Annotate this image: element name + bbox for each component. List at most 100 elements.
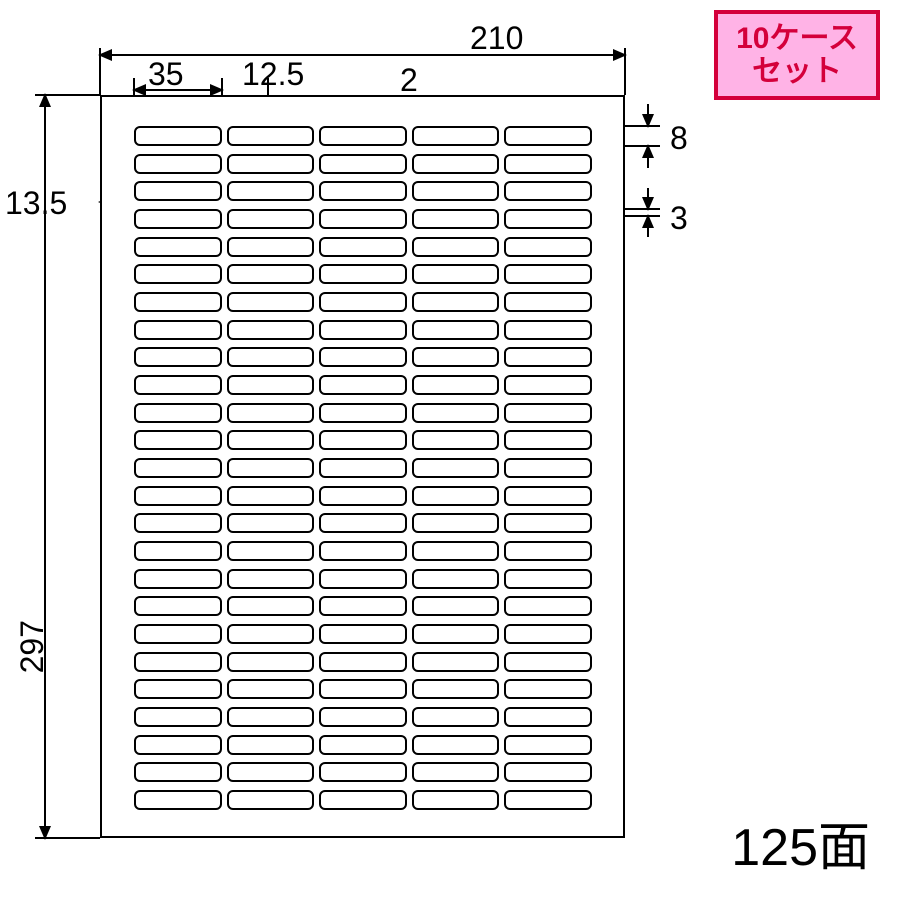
label-cell (504, 403, 592, 423)
label-cell (227, 569, 315, 589)
label-cell (504, 264, 592, 284)
label-cell (319, 679, 407, 699)
diagram-canvas: 10ケース セット (0, 0, 900, 900)
label-grid (134, 126, 592, 810)
label-cell (319, 596, 407, 616)
label-cell (134, 181, 222, 201)
label-cell (319, 790, 407, 810)
label-cell (319, 569, 407, 589)
label-cell (412, 237, 500, 257)
label-cell (412, 264, 500, 284)
label-cell (412, 541, 500, 561)
label-cell (412, 624, 500, 644)
label-cell (412, 209, 500, 229)
label-cell (319, 126, 407, 146)
label-cell (504, 652, 592, 672)
label-cell (504, 458, 592, 478)
label-cell (504, 707, 592, 727)
label-cell (504, 430, 592, 450)
label-cell (134, 375, 222, 395)
label-cell (504, 154, 592, 174)
label-cell (227, 430, 315, 450)
label-cell (319, 264, 407, 284)
label-cell (134, 264, 222, 284)
label-cell (227, 735, 315, 755)
label-cell (412, 458, 500, 478)
label-cell (319, 209, 407, 229)
label-cell (504, 320, 592, 340)
label-cell (319, 154, 407, 174)
label-cell (319, 292, 407, 312)
label-cell (504, 569, 592, 589)
label-cell (134, 458, 222, 478)
dim-row-gap: 3 (670, 200, 688, 237)
label-cell (227, 679, 315, 699)
label-cell (412, 347, 500, 367)
label-cell (412, 375, 500, 395)
label-cell (412, 154, 500, 174)
label-cell (227, 375, 315, 395)
dim-top-margin: 12.5 (242, 56, 304, 93)
label-cell (504, 541, 592, 561)
label-cell (134, 320, 222, 340)
label-cell (319, 403, 407, 423)
label-cell (412, 486, 500, 506)
label-cell (412, 762, 500, 782)
label-cell (227, 624, 315, 644)
label-cell (412, 430, 500, 450)
label-cell (412, 181, 500, 201)
dim-label-height: 8 (670, 120, 688, 157)
label-cell (227, 541, 315, 561)
label-cell (319, 624, 407, 644)
label-cell (319, 320, 407, 340)
label-cell (134, 679, 222, 699)
label-cell (412, 735, 500, 755)
label-cell (227, 513, 315, 533)
label-cell (504, 181, 592, 201)
label-cell (319, 486, 407, 506)
label-cell (134, 347, 222, 367)
label-cell (134, 154, 222, 174)
label-cell (134, 596, 222, 616)
label-cell (319, 762, 407, 782)
label-cell (227, 707, 315, 727)
label-cell (504, 513, 592, 533)
label-cell (227, 458, 315, 478)
label-cell (504, 292, 592, 312)
label-cell (134, 403, 222, 423)
label-cell (227, 486, 315, 506)
dim-left-margin: 13.5 (5, 185, 67, 222)
label-cell (227, 264, 315, 284)
label-cell (227, 209, 315, 229)
dim-sheet-width: 210 (470, 20, 523, 57)
label-cell (412, 596, 500, 616)
label-cell (134, 486, 222, 506)
label-cell (134, 790, 222, 810)
label-cell (504, 347, 592, 367)
label-cell (227, 790, 315, 810)
label-cell (319, 735, 407, 755)
label-cell (319, 181, 407, 201)
label-cell (412, 790, 500, 810)
dim-label-width: 35 (148, 56, 184, 93)
label-cell (134, 707, 222, 727)
label-cell (227, 403, 315, 423)
label-cell (227, 126, 315, 146)
label-cell (227, 237, 315, 257)
label-cell (227, 762, 315, 782)
label-cell (319, 237, 407, 257)
label-cell (227, 596, 315, 616)
label-cell (504, 375, 592, 395)
label-cell (227, 181, 315, 201)
label-cell (412, 707, 500, 727)
label-cell (134, 126, 222, 146)
label-cell (227, 292, 315, 312)
label-cell (504, 762, 592, 782)
label-cell (412, 320, 500, 340)
label-cell (504, 486, 592, 506)
label-cell (134, 735, 222, 755)
label-cell (134, 513, 222, 533)
label-cell (412, 679, 500, 699)
label-cell (134, 541, 222, 561)
label-cell (227, 652, 315, 672)
